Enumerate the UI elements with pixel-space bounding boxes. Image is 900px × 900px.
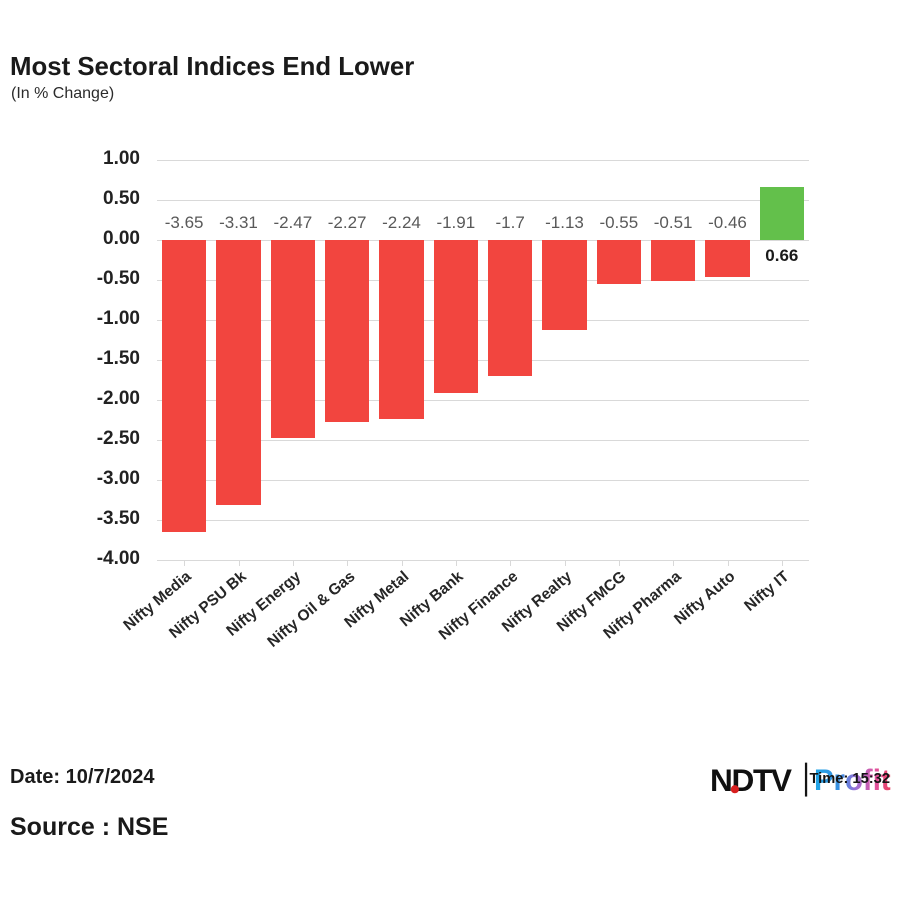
svg-text:NDTV: NDTV bbox=[710, 762, 792, 798]
svg-text:Time: 15:32: Time: 15:32 bbox=[809, 771, 890, 787]
